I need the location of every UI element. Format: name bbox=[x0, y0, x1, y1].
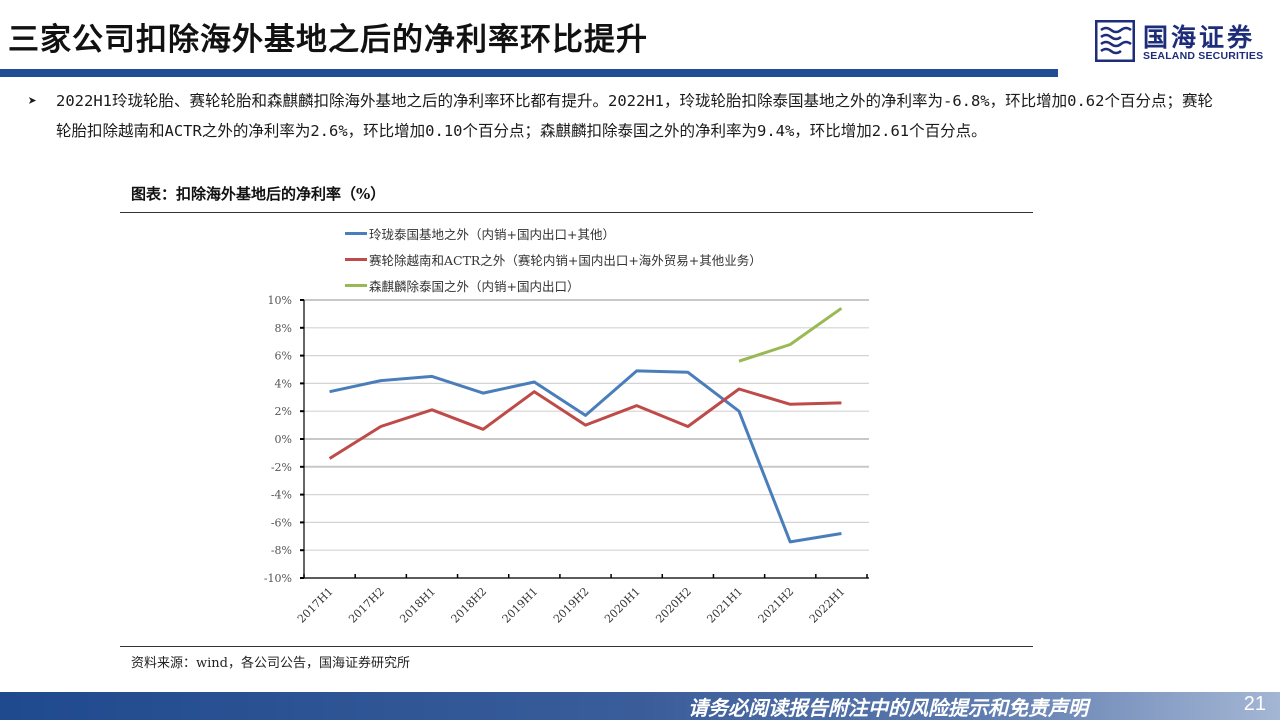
chart-bottom-rule bbox=[120, 646, 1033, 647]
y-tick-label: 8% bbox=[275, 322, 292, 335]
x-tick-label: 2018H1 bbox=[397, 585, 438, 626]
logo-chinese-name: 国海证券 bbox=[1143, 23, 1256, 52]
bullet-paragraph: ➤ 2022H1玲珑轮胎、赛轮轮胎和森麒麟扣除海外基地之后的净利率环比都有提升。… bbox=[28, 86, 1228, 146]
y-tick-label: -8% bbox=[271, 544, 292, 557]
legend-swatch-green bbox=[345, 283, 367, 287]
y-tick-label: 0% bbox=[275, 433, 292, 446]
legend-swatch-blue bbox=[345, 231, 367, 235]
y-tick-label: 10% bbox=[268, 294, 292, 307]
legend-item-sailun: 赛轮除越南和ACTR之外（赛轮内销+国内出口+海外贸易+其他业务） bbox=[345, 246, 762, 272]
bullet-text: 2022H1玲珑轮胎、赛轮轮胎和森麒麟扣除海外基地之后的净利率环比都有提升。20… bbox=[56, 92, 1213, 140]
disclaimer-text: 请务必阅读报告附注中的风险提示和免责声明 bbox=[688, 696, 1088, 720]
chart-top-rule bbox=[120, 212, 1033, 213]
legend-label: 赛轮除越南和ACTR之外（赛轮内销+国内出口+海外贸易+其他业务） bbox=[369, 252, 762, 268]
x-tick-label: 2019H2 bbox=[551, 585, 592, 626]
legend-label: 森麒麟除泰国之外（内销+国内出口） bbox=[369, 278, 580, 294]
series-line-0 bbox=[329, 369, 842, 544]
legend-item-linglong: 玲珑泰国基地之外（内销+国内出口+其他） bbox=[345, 220, 762, 246]
x-tick-label: 2020H1 bbox=[602, 585, 643, 626]
legend-label: 玲珑泰国基地之外（内销+国内出口+其他） bbox=[369, 226, 615, 242]
title-underline bbox=[0, 69, 1058, 77]
x-tick-label: 2021H1 bbox=[704, 585, 745, 626]
y-tick-label: -6% bbox=[271, 516, 292, 529]
series-line-1 bbox=[328, 387, 842, 460]
page-title: 三家公司扣除海外基地之后的净利率环比提升 bbox=[8, 22, 648, 58]
chart-legend: 玲珑泰国基地之外（内销+国内出口+其他） 赛轮除越南和ACTR之外（赛轮内销+国… bbox=[345, 220, 762, 298]
y-tick-label: -2% bbox=[271, 461, 292, 474]
chart-caption: 图表：扣除海外基地后的净利率（%） bbox=[131, 185, 386, 203]
x-tick-label: 2019H1 bbox=[500, 585, 541, 626]
y-tick-label: 6% bbox=[275, 350, 292, 363]
y-tick-label: -10% bbox=[264, 572, 292, 585]
x-tick-label: 2017H1 bbox=[295, 585, 336, 626]
x-tick-label: 2021H2 bbox=[756, 585, 797, 626]
x-tick-label: 2018H2 bbox=[449, 585, 490, 626]
y-tick-label: 4% bbox=[275, 377, 292, 390]
legend-item-senqilin: 森麒麟除泰国之外（内销+国内出口） bbox=[345, 272, 762, 298]
source-note: 资料来源：wind，各公司公告，国海证券研究所 bbox=[131, 656, 410, 671]
y-tick-label: -4% bbox=[271, 489, 292, 502]
page-number: 21 bbox=[1243, 693, 1266, 715]
brand-logo: 国海证券 SEALAND SECURITIES bbox=[1095, 18, 1270, 66]
legend-swatch-red bbox=[345, 257, 367, 261]
logo-english-name: SEALAND SECURITIES bbox=[1143, 50, 1264, 62]
footer-bar: 请务必阅读报告附注中的风险提示和免责声明 21 bbox=[0, 692, 1280, 720]
sealand-wave-logo-icon bbox=[1095, 20, 1135, 62]
series-line-2 bbox=[738, 307, 843, 363]
x-tick-label: 2017H2 bbox=[346, 585, 387, 626]
x-tick-label: 2020H2 bbox=[653, 585, 694, 626]
y-tick-label: 2% bbox=[275, 405, 292, 418]
x-tick-label: 2022H1 bbox=[807, 585, 848, 626]
arrow-bullet-icon: ➤ bbox=[28, 92, 38, 110]
